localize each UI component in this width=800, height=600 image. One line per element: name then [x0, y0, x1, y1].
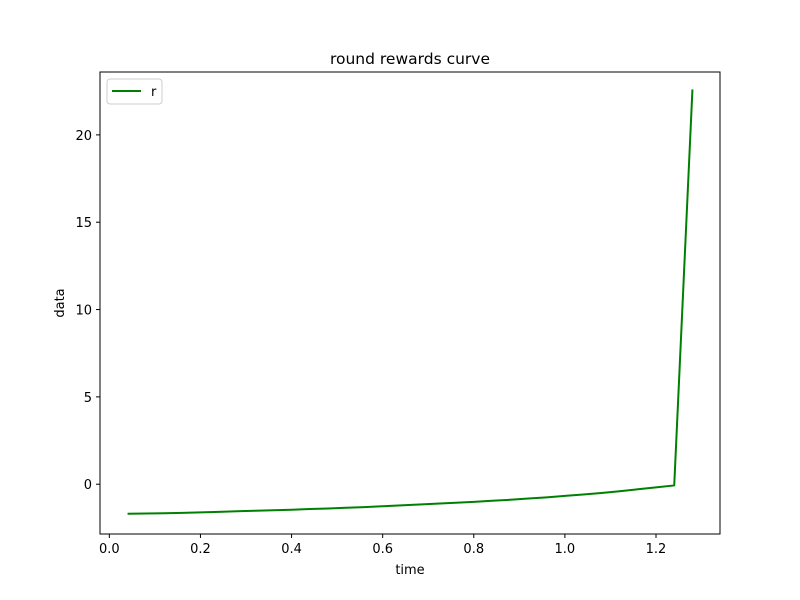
series-line-r — [127, 89, 694, 515]
x-tick-label: 0.6 — [372, 542, 393, 557]
x-axis-label: time — [395, 563, 424, 578]
y-tick-label: 20 — [75, 129, 92, 144]
x-tick-label: 0.4 — [281, 542, 302, 557]
x-tick-label: 0.0 — [99, 542, 120, 557]
y-tick-label: 5 — [84, 391, 92, 406]
y-tick-label: 0 — [84, 478, 92, 493]
y-axis: 0 5 10 15 20 — [75, 129, 100, 493]
plot-area — [127, 89, 694, 515]
x-tick-label: 0.8 — [463, 542, 484, 557]
x-tick-label: 1.0 — [555, 542, 576, 557]
y-tick-label: 10 — [75, 304, 92, 319]
x-tick-label: 1.2 — [646, 542, 667, 557]
chart-title: round rewards curve — [330, 50, 490, 68]
axes-frame — [99, 71, 721, 535]
legend: r — [106, 78, 163, 105]
x-tick-label: 0.2 — [190, 542, 211, 557]
x-axis: 0.0 0.2 0.4 0.6 0.8 1.0 1.2 — [99, 534, 666, 557]
legend-label-r: r — [151, 85, 157, 100]
y-tick-label: 15 — [75, 216, 92, 231]
y-axis-label: data — [53, 288, 68, 317]
